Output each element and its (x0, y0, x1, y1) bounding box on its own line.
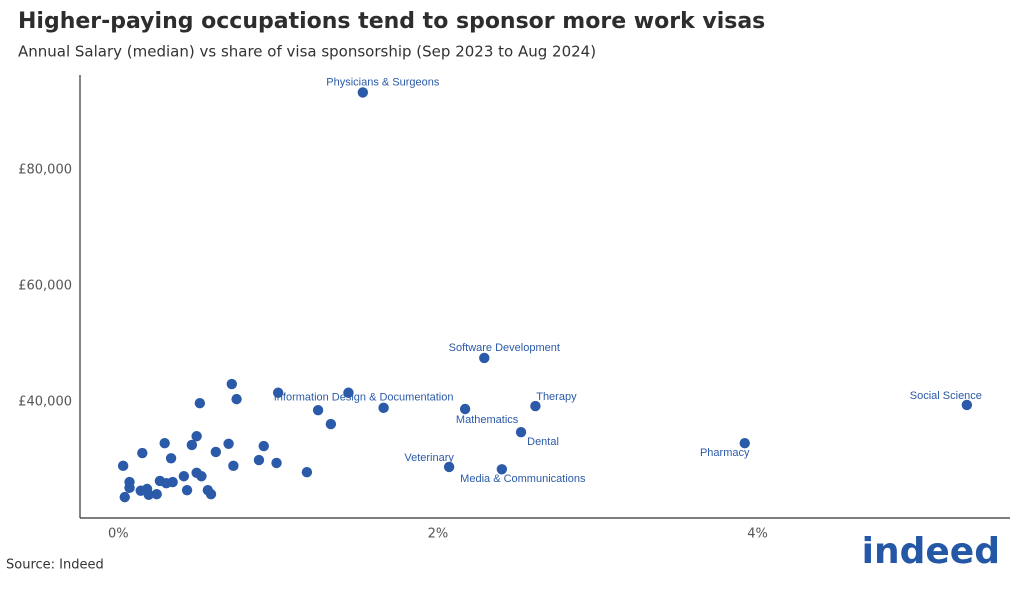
point (124, 482, 135, 494)
point (459, 403, 471, 415)
point (167, 476, 178, 488)
point-label: Physicians & Surgeons (326, 76, 440, 88)
point (479, 352, 490, 364)
point (443, 461, 455, 473)
point (178, 471, 190, 482)
point (194, 397, 206, 409)
point (357, 87, 369, 98)
point (119, 491, 130, 503)
point (961, 399, 973, 411)
point (191, 431, 202, 442)
point (530, 400, 541, 412)
point-label: Veterinary (404, 452, 454, 464)
point (378, 402, 389, 414)
point-label: Therapy (536, 391, 577, 403)
y-tick-label: £40,000 (18, 395, 72, 410)
point (196, 471, 207, 482)
point-label: Mathematics (456, 414, 519, 426)
point-label: Pharmacy (700, 447, 750, 459)
point (231, 393, 242, 405)
point (253, 454, 265, 466)
point (343, 387, 354, 398)
point-label: Social Science (910, 390, 982, 402)
chart-title: Higher-paying occupations tend to sponso… (18, 9, 765, 34)
point (258, 440, 269, 452)
point-label: Dental (527, 436, 559, 448)
point (739, 438, 750, 449)
point (271, 457, 282, 469)
point-label: Information Design & Documentation (274, 392, 454, 404)
point (228, 460, 239, 472)
point-label: Software Development (449, 342, 560, 354)
point (151, 489, 162, 500)
point (137, 447, 148, 459)
point (223, 438, 234, 449)
point (496, 464, 508, 475)
point (143, 489, 154, 501)
point (205, 489, 217, 500)
point (515, 426, 527, 438)
point (226, 378, 238, 390)
point (301, 466, 313, 478)
y-tick-label: £80,000 (18, 163, 72, 178)
x-tick-label: 4% (747, 527, 768, 542)
point-label: Media & Communications (460, 473, 586, 485)
x-tick-label: 0% (108, 527, 129, 542)
chart-subtitle: Annual Salary (median) vs share of visa … (18, 43, 596, 61)
point (186, 439, 198, 451)
y-tick-label: £60,000 (18, 279, 72, 294)
point (312, 404, 324, 416)
source: Source: Indeed (6, 558, 104, 573)
x-tick-label: 2% (428, 527, 449, 542)
point (325, 418, 337, 430)
logo: indeed (862, 531, 1000, 572)
point (117, 460, 129, 472)
point (181, 484, 193, 496)
point (159, 438, 170, 449)
point (165, 453, 177, 464)
point (272, 387, 284, 398)
point (210, 446, 222, 458)
